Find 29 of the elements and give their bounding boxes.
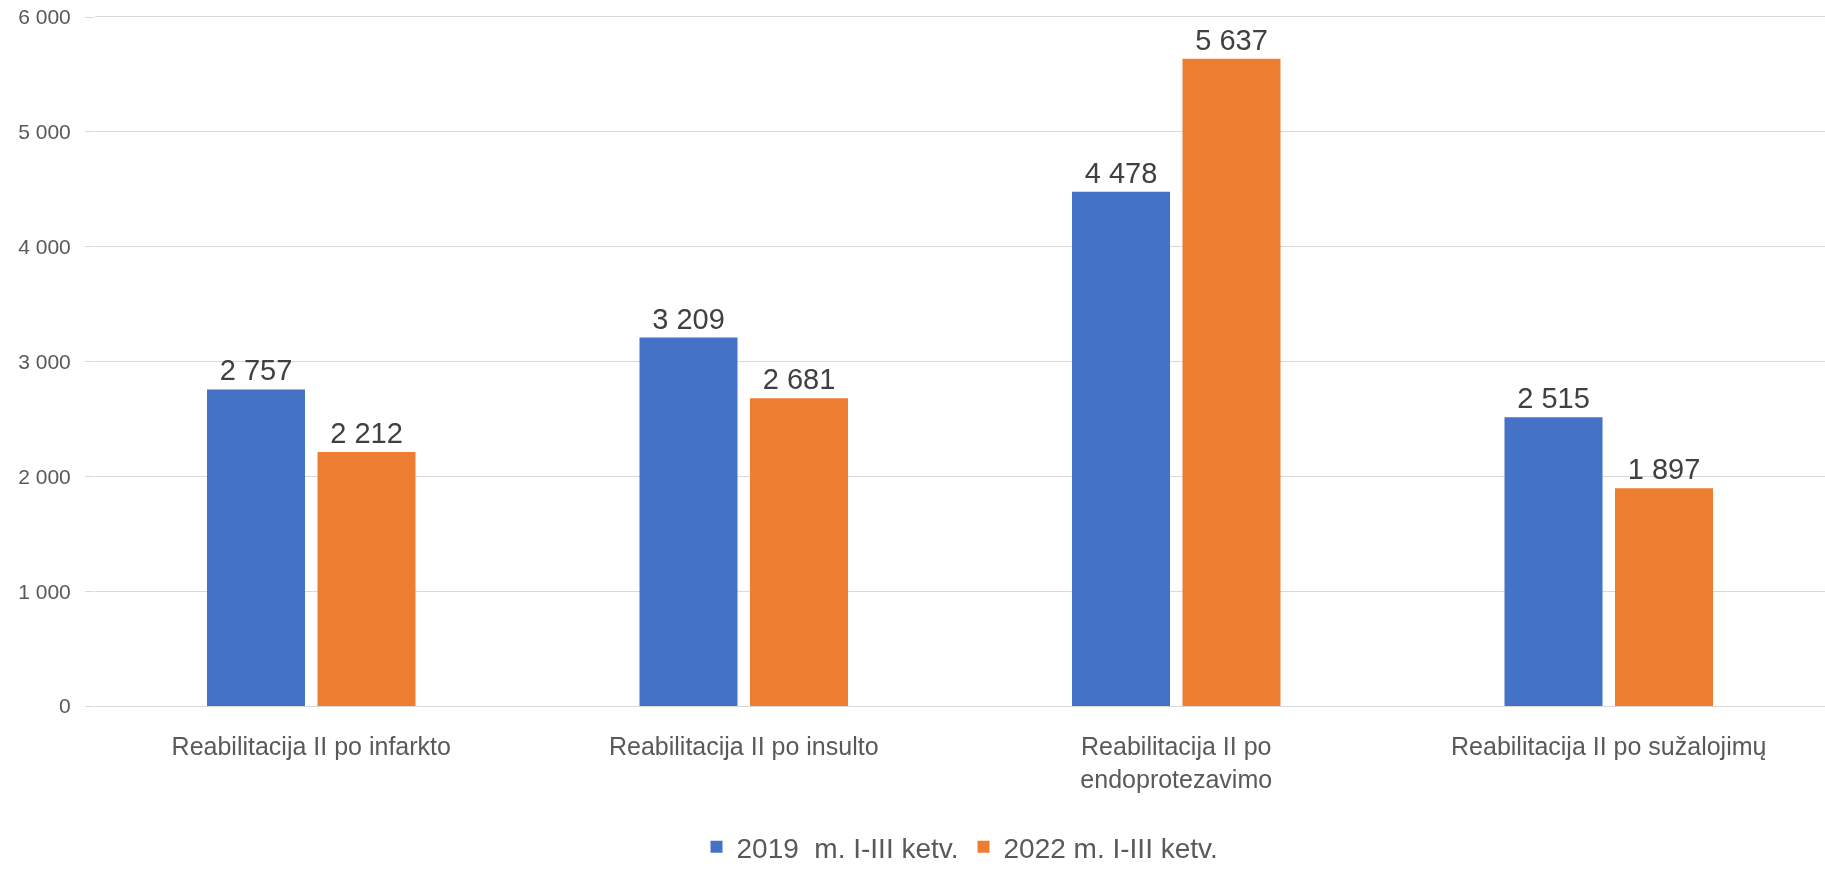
data-label: 5 637 <box>1195 23 1268 56</box>
bar <box>1071 191 1171 706</box>
x-tick-label: Reabilitacija II po insulto <box>608 732 879 761</box>
legend-label: 2019 m. I-III ketv. <box>736 832 959 864</box>
data-label: 1 897 <box>1627 453 1701 486</box>
bar <box>206 389 306 706</box>
bar <box>1614 488 1714 706</box>
x-tick-label: Reabilitacija II po sužalojimų <box>1451 732 1767 761</box>
y-tick-label: 2 000 <box>18 464 71 488</box>
y-tick-label: 0 <box>59 694 71 718</box>
data-label: 2 681 <box>762 363 836 396</box>
data-label: 2 757 <box>219 354 293 387</box>
bar <box>1504 417 1603 706</box>
y-tick-label: 1 000 <box>18 579 71 603</box>
y-tick-label: 6 000 <box>18 5 71 29</box>
data-label: 2 515 <box>1517 382 1590 415</box>
y-tick-label: 5 000 <box>18 120 71 144</box>
bar <box>1182 58 1281 706</box>
bar <box>749 398 849 706</box>
bar <box>639 337 738 706</box>
y-tick-label: 4 000 <box>18 235 71 259</box>
data-label: 2 212 <box>330 416 403 449</box>
data-label: 3 209 <box>652 302 725 335</box>
x-tick-label: Reabilitacija II po endoprotezavimo <box>1080 732 1273 793</box>
bar <box>317 451 416 706</box>
x-tick-label: Reabilitacija II po infarkto <box>171 732 451 761</box>
legend-label: 2022 m. I-III ketv. <box>1003 832 1218 864</box>
data-label: 4 478 <box>1084 156 1158 189</box>
y-tick-label: 3 000 <box>18 349 71 373</box>
